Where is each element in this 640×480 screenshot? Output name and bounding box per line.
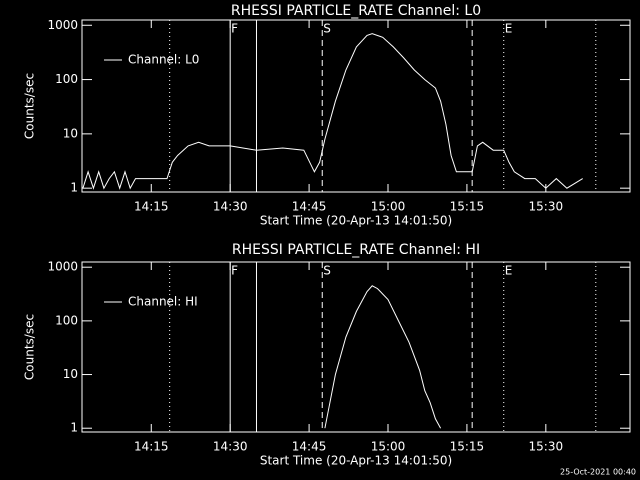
- x-tick-label: 15:00: [371, 200, 406, 214]
- chart-title: RHESSI PARTICLE_RATE Channel: L0: [231, 3, 481, 19]
- series-line: [82, 33, 583, 190]
- x-tick-label: 15:30: [529, 440, 564, 454]
- plot-frame: [81, 19, 631, 193]
- legend-label: Channel: L0: [128, 53, 199, 67]
- marker-label: F: [231, 264, 238, 278]
- plot-frame: [81, 261, 631, 433]
- y-tick-label: 100: [55, 313, 78, 327]
- x-tick-label: 14:30: [213, 200, 248, 214]
- y-tick-label: 10: [63, 367, 78, 381]
- x-tick-label: 14:45: [292, 200, 327, 214]
- marker-label: S: [323, 22, 331, 36]
- y-axis-label: Counts/sec: [23, 73, 37, 139]
- x-tick-label: 14:30: [213, 440, 248, 454]
- footer: 25-Oct-2021 00:40: [560, 468, 636, 477]
- legend-label: Channel: HI: [128, 295, 198, 309]
- chart-title: RHESSI PARTICLE_RATE Channel: HI: [232, 242, 480, 258]
- y-tick-label: 100: [55, 72, 78, 86]
- x-tick-label: 15:15: [450, 200, 485, 214]
- marker-label: F: [231, 22, 238, 36]
- x-tick-label: 14:15: [134, 200, 169, 214]
- x-axis-label: Start Time (20-Apr-13 14:01:50): [260, 454, 452, 468]
- x-axis-label: Start Time (20-Apr-13 14:01:50): [260, 214, 452, 228]
- marker-label: E: [505, 264, 513, 278]
- y-tick-label: 1: [70, 421, 78, 435]
- y-tick-label: 1: [70, 181, 78, 195]
- y-tick-label: 1000: [47, 18, 78, 32]
- y-axis-label: Counts/sec: [23, 314, 37, 380]
- x-tick-label: 14:15: [134, 440, 169, 454]
- marker-label: E: [505, 22, 513, 36]
- x-tick-label: 15:15: [450, 440, 485, 454]
- marker-label: S: [323, 264, 331, 278]
- x-tick-label: 14:45: [292, 440, 327, 454]
- y-tick-label: 10: [63, 126, 78, 140]
- x-tick-label: 15:00: [371, 440, 406, 454]
- y-tick-label: 1000: [47, 260, 78, 274]
- x-tick-label: 15:30: [529, 200, 564, 214]
- series-line: [324, 285, 442, 429]
